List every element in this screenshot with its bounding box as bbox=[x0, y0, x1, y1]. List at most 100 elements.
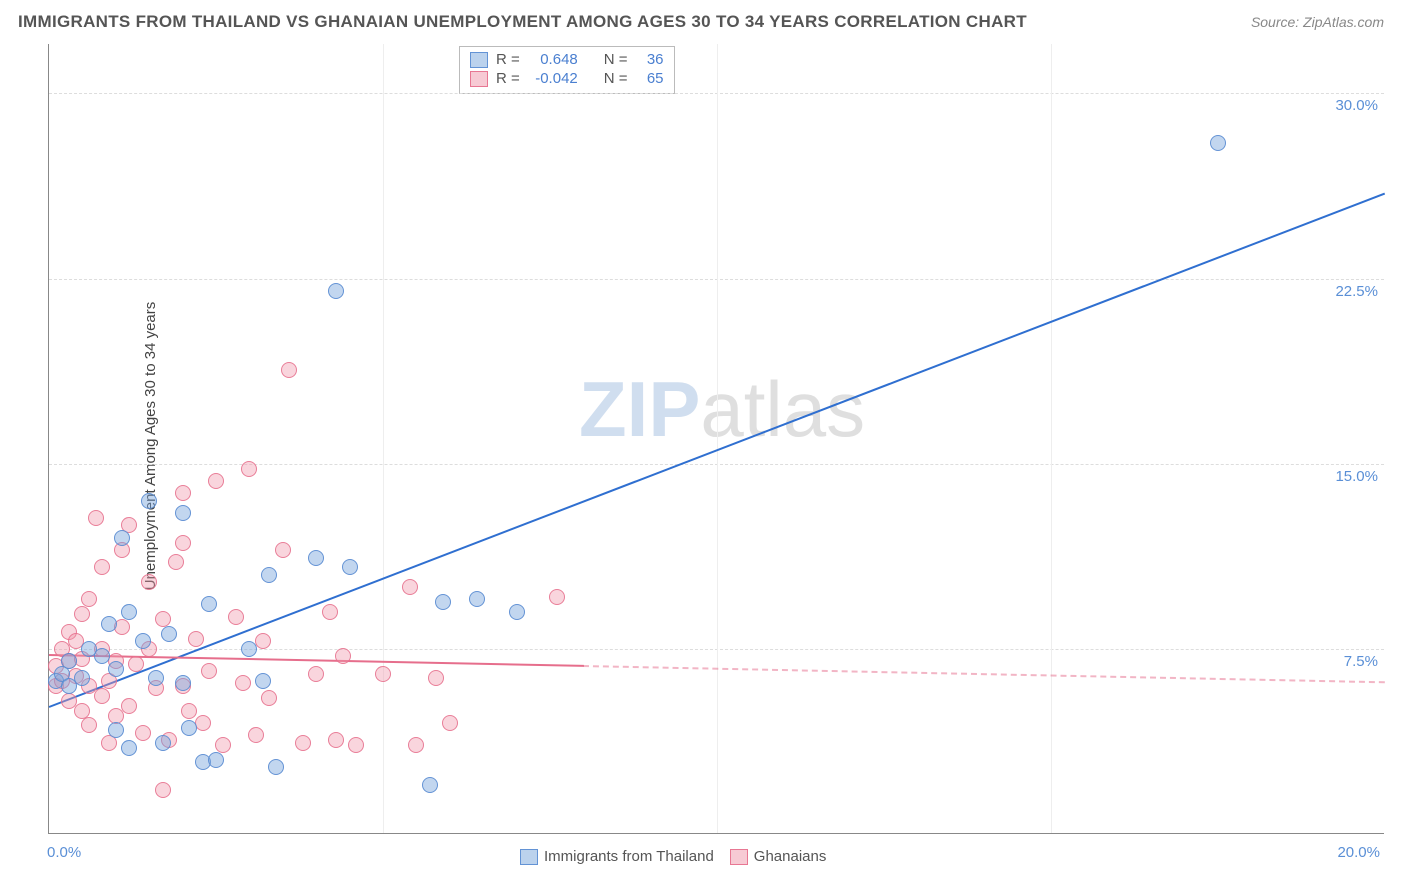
data-point bbox=[342, 559, 358, 575]
legend-swatch bbox=[730, 849, 748, 865]
data-point bbox=[175, 675, 191, 691]
data-point bbox=[121, 740, 137, 756]
data-point bbox=[74, 606, 90, 622]
data-point bbox=[175, 535, 191, 551]
vgridline bbox=[717, 44, 718, 833]
data-point bbox=[248, 727, 264, 743]
stat-r-value: -0.042 bbox=[528, 70, 578, 87]
data-point bbox=[61, 653, 77, 669]
watermark-light: atlas bbox=[700, 365, 865, 453]
data-point bbox=[228, 609, 244, 625]
data-point bbox=[175, 485, 191, 501]
data-point bbox=[94, 688, 110, 704]
data-point bbox=[235, 675, 251, 691]
y-tick-label: 7.5% bbox=[1344, 653, 1378, 670]
data-point bbox=[121, 604, 137, 620]
data-point bbox=[215, 737, 231, 753]
watermark-bold: ZIP bbox=[579, 365, 700, 453]
y-tick-label: 30.0% bbox=[1335, 97, 1378, 114]
data-point bbox=[181, 720, 197, 736]
data-point bbox=[141, 493, 157, 509]
data-point bbox=[74, 703, 90, 719]
data-point bbox=[408, 737, 424, 753]
data-point bbox=[121, 698, 137, 714]
data-point bbox=[295, 735, 311, 751]
data-point bbox=[208, 473, 224, 489]
stat-n-value: 36 bbox=[636, 51, 664, 68]
plot-area: ZIPatlas R =0.648N =36R =-0.042N =65 7.5… bbox=[48, 44, 1384, 834]
data-point bbox=[135, 725, 151, 741]
data-point bbox=[128, 656, 144, 672]
legend-item: Ghanaians bbox=[730, 848, 827, 865]
stat-n-label: N = bbox=[604, 51, 628, 68]
data-point bbox=[255, 673, 271, 689]
data-point bbox=[175, 505, 191, 521]
stat-r-label: R = bbox=[496, 51, 520, 68]
data-point bbox=[148, 670, 164, 686]
data-point bbox=[275, 542, 291, 558]
data-point bbox=[308, 550, 324, 566]
data-point bbox=[335, 648, 351, 664]
data-point bbox=[101, 616, 117, 632]
data-point bbox=[161, 626, 177, 642]
data-point bbox=[108, 661, 124, 677]
data-point bbox=[141, 574, 157, 590]
data-point bbox=[108, 722, 124, 738]
data-point bbox=[268, 759, 284, 775]
data-point bbox=[201, 596, 217, 612]
data-point bbox=[114, 619, 130, 635]
source-attribution: Source: ZipAtlas.com bbox=[1251, 14, 1384, 30]
data-point bbox=[201, 663, 217, 679]
data-point bbox=[188, 631, 204, 647]
y-tick-label: 22.5% bbox=[1335, 283, 1378, 300]
stat-n-label: N = bbox=[604, 70, 628, 87]
data-point bbox=[74, 670, 90, 686]
stats-box: R =0.648N =36R =-0.042N =65 bbox=[459, 46, 675, 94]
data-point bbox=[402, 579, 418, 595]
legend-swatch bbox=[470, 52, 488, 68]
data-point bbox=[168, 554, 184, 570]
data-point bbox=[348, 737, 364, 753]
data-point bbox=[509, 604, 525, 620]
data-point bbox=[322, 604, 338, 620]
data-point bbox=[208, 752, 224, 768]
x-tick-label: 0.0% bbox=[47, 844, 81, 861]
data-point bbox=[241, 461, 257, 477]
data-point bbox=[114, 530, 130, 546]
data-point bbox=[549, 589, 565, 605]
data-point bbox=[328, 732, 344, 748]
chart-title: IMMIGRANTS FROM THAILAND VS GHANAIAN UNE… bbox=[18, 12, 1027, 32]
vgridline bbox=[383, 44, 384, 833]
legend-swatch bbox=[520, 849, 538, 865]
data-point bbox=[1210, 135, 1226, 151]
data-point bbox=[81, 591, 97, 607]
stat-r-label: R = bbox=[496, 70, 520, 87]
data-point bbox=[88, 510, 104, 526]
trend-line bbox=[583, 665, 1385, 683]
data-point bbox=[181, 703, 197, 719]
data-point bbox=[442, 715, 458, 731]
stat-r-value: 0.648 bbox=[528, 51, 578, 68]
data-point bbox=[435, 594, 451, 610]
data-point bbox=[422, 777, 438, 793]
data-point bbox=[135, 633, 151, 649]
vgridline bbox=[1051, 44, 1052, 833]
data-point bbox=[241, 641, 257, 657]
data-point bbox=[308, 666, 324, 682]
x-tick-label: 20.0% bbox=[1337, 844, 1380, 861]
legend-label: Immigrants from Thailand bbox=[544, 848, 714, 865]
data-point bbox=[261, 567, 277, 583]
data-point bbox=[94, 648, 110, 664]
stats-row: R =-0.042N =65 bbox=[470, 69, 664, 88]
y-tick-label: 15.0% bbox=[1335, 468, 1378, 485]
data-point bbox=[328, 283, 344, 299]
data-point bbox=[81, 717, 97, 733]
data-point bbox=[155, 735, 171, 751]
legend-item: Immigrants from Thailand bbox=[520, 848, 714, 865]
data-point bbox=[261, 690, 277, 706]
data-point bbox=[469, 591, 485, 607]
data-point bbox=[281, 362, 297, 378]
bottom-legend: Immigrants from Thailand Ghanaians bbox=[520, 848, 826, 865]
data-point bbox=[155, 611, 171, 627]
data-point bbox=[94, 559, 110, 575]
